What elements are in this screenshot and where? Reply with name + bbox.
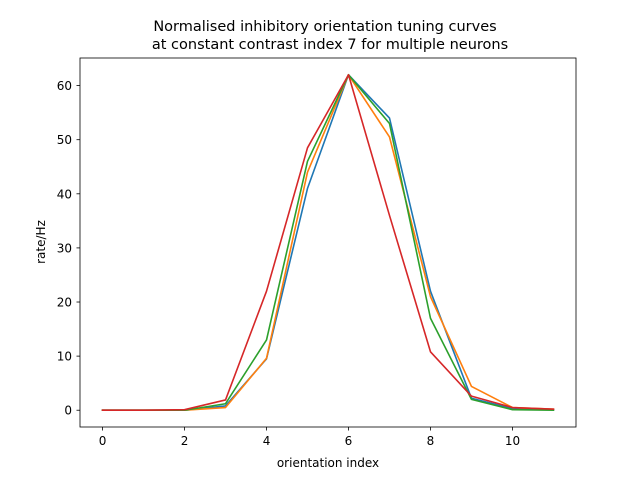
x-tick-label: 6 [345,434,353,448]
x-tick-label: 8 [427,434,435,448]
y-tick-label: 60 [57,79,72,93]
x-axis-ticks: 0 2 4 6 8 10 [99,427,520,448]
y-axis-ticks: 0 10 20 30 40 50 60 [57,79,80,418]
series-line-4 [101,73,555,412]
y-tick-label: 50 [57,133,72,147]
x-tick-label: 4 [263,434,271,448]
y-tick-label: 20 [57,296,72,310]
series-layer [101,73,555,412]
y-tick-label: 30 [57,241,72,255]
x-axis-label: orientation index [277,456,379,470]
plot-frame [79,57,577,428]
y-tick-label: 10 [57,350,72,364]
chart-title-line1: Normalised inhibitory orientation tuning… [153,19,496,35]
y-tick-label: 0 [64,404,72,418]
x-tick-label: 2 [181,434,189,448]
y-tick-label: 40 [57,187,72,201]
x-tick-label: 10 [505,434,520,448]
y-axis-label: rate/Hz [34,220,48,264]
x-tick-label: 0 [99,434,107,448]
chart-title-line2: at constant contrast index 7 for multipl… [152,37,508,53]
